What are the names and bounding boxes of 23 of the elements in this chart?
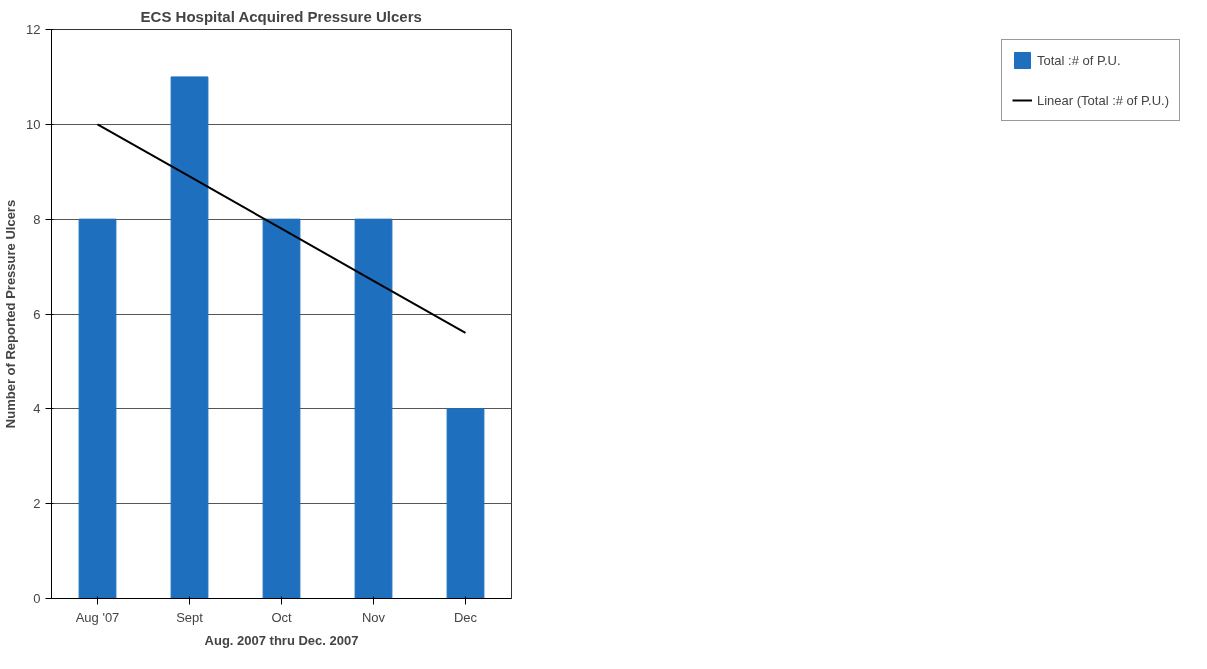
x-tick-label: Dec	[453, 609, 478, 625]
bar	[170, 76, 209, 599]
y-tick-label: 0	[33, 591, 41, 606]
y-tick-label: 8	[33, 211, 41, 227]
y-axis-title: Number of Reported Pressure Ulcers	[3, 199, 19, 429]
line-series	[96, 123, 467, 334]
bar	[262, 218, 301, 599]
chart-title: ECS Hospital Acquired Pressure Ulcers	[140, 7, 422, 25]
x-tick-label: Nov	[361, 609, 386, 625]
y-tick-label: 6	[33, 306, 41, 322]
bar	[354, 218, 393, 599]
y-tick-label: 10	[26, 116, 41, 132]
x-tick-label: Oct	[271, 609, 292, 625]
legend-label: Linear (Total :# of P.U.)	[1037, 92, 1169, 108]
x-axis-title: Aug. 2007 thru Dec. 2007	[204, 632, 359, 648]
y-tick-label: 4	[33, 401, 41, 417]
bar	[446, 408, 485, 599]
x-tick-label: Aug '07	[75, 609, 120, 625]
bar	[78, 218, 117, 599]
legend-label: Total :# of P.U.	[1037, 52, 1121, 68]
y-tick-label: 12	[26, 22, 41, 37]
x-tick-label: Sept	[176, 609, 204, 625]
y-tick-label: 2	[33, 496, 41, 512]
